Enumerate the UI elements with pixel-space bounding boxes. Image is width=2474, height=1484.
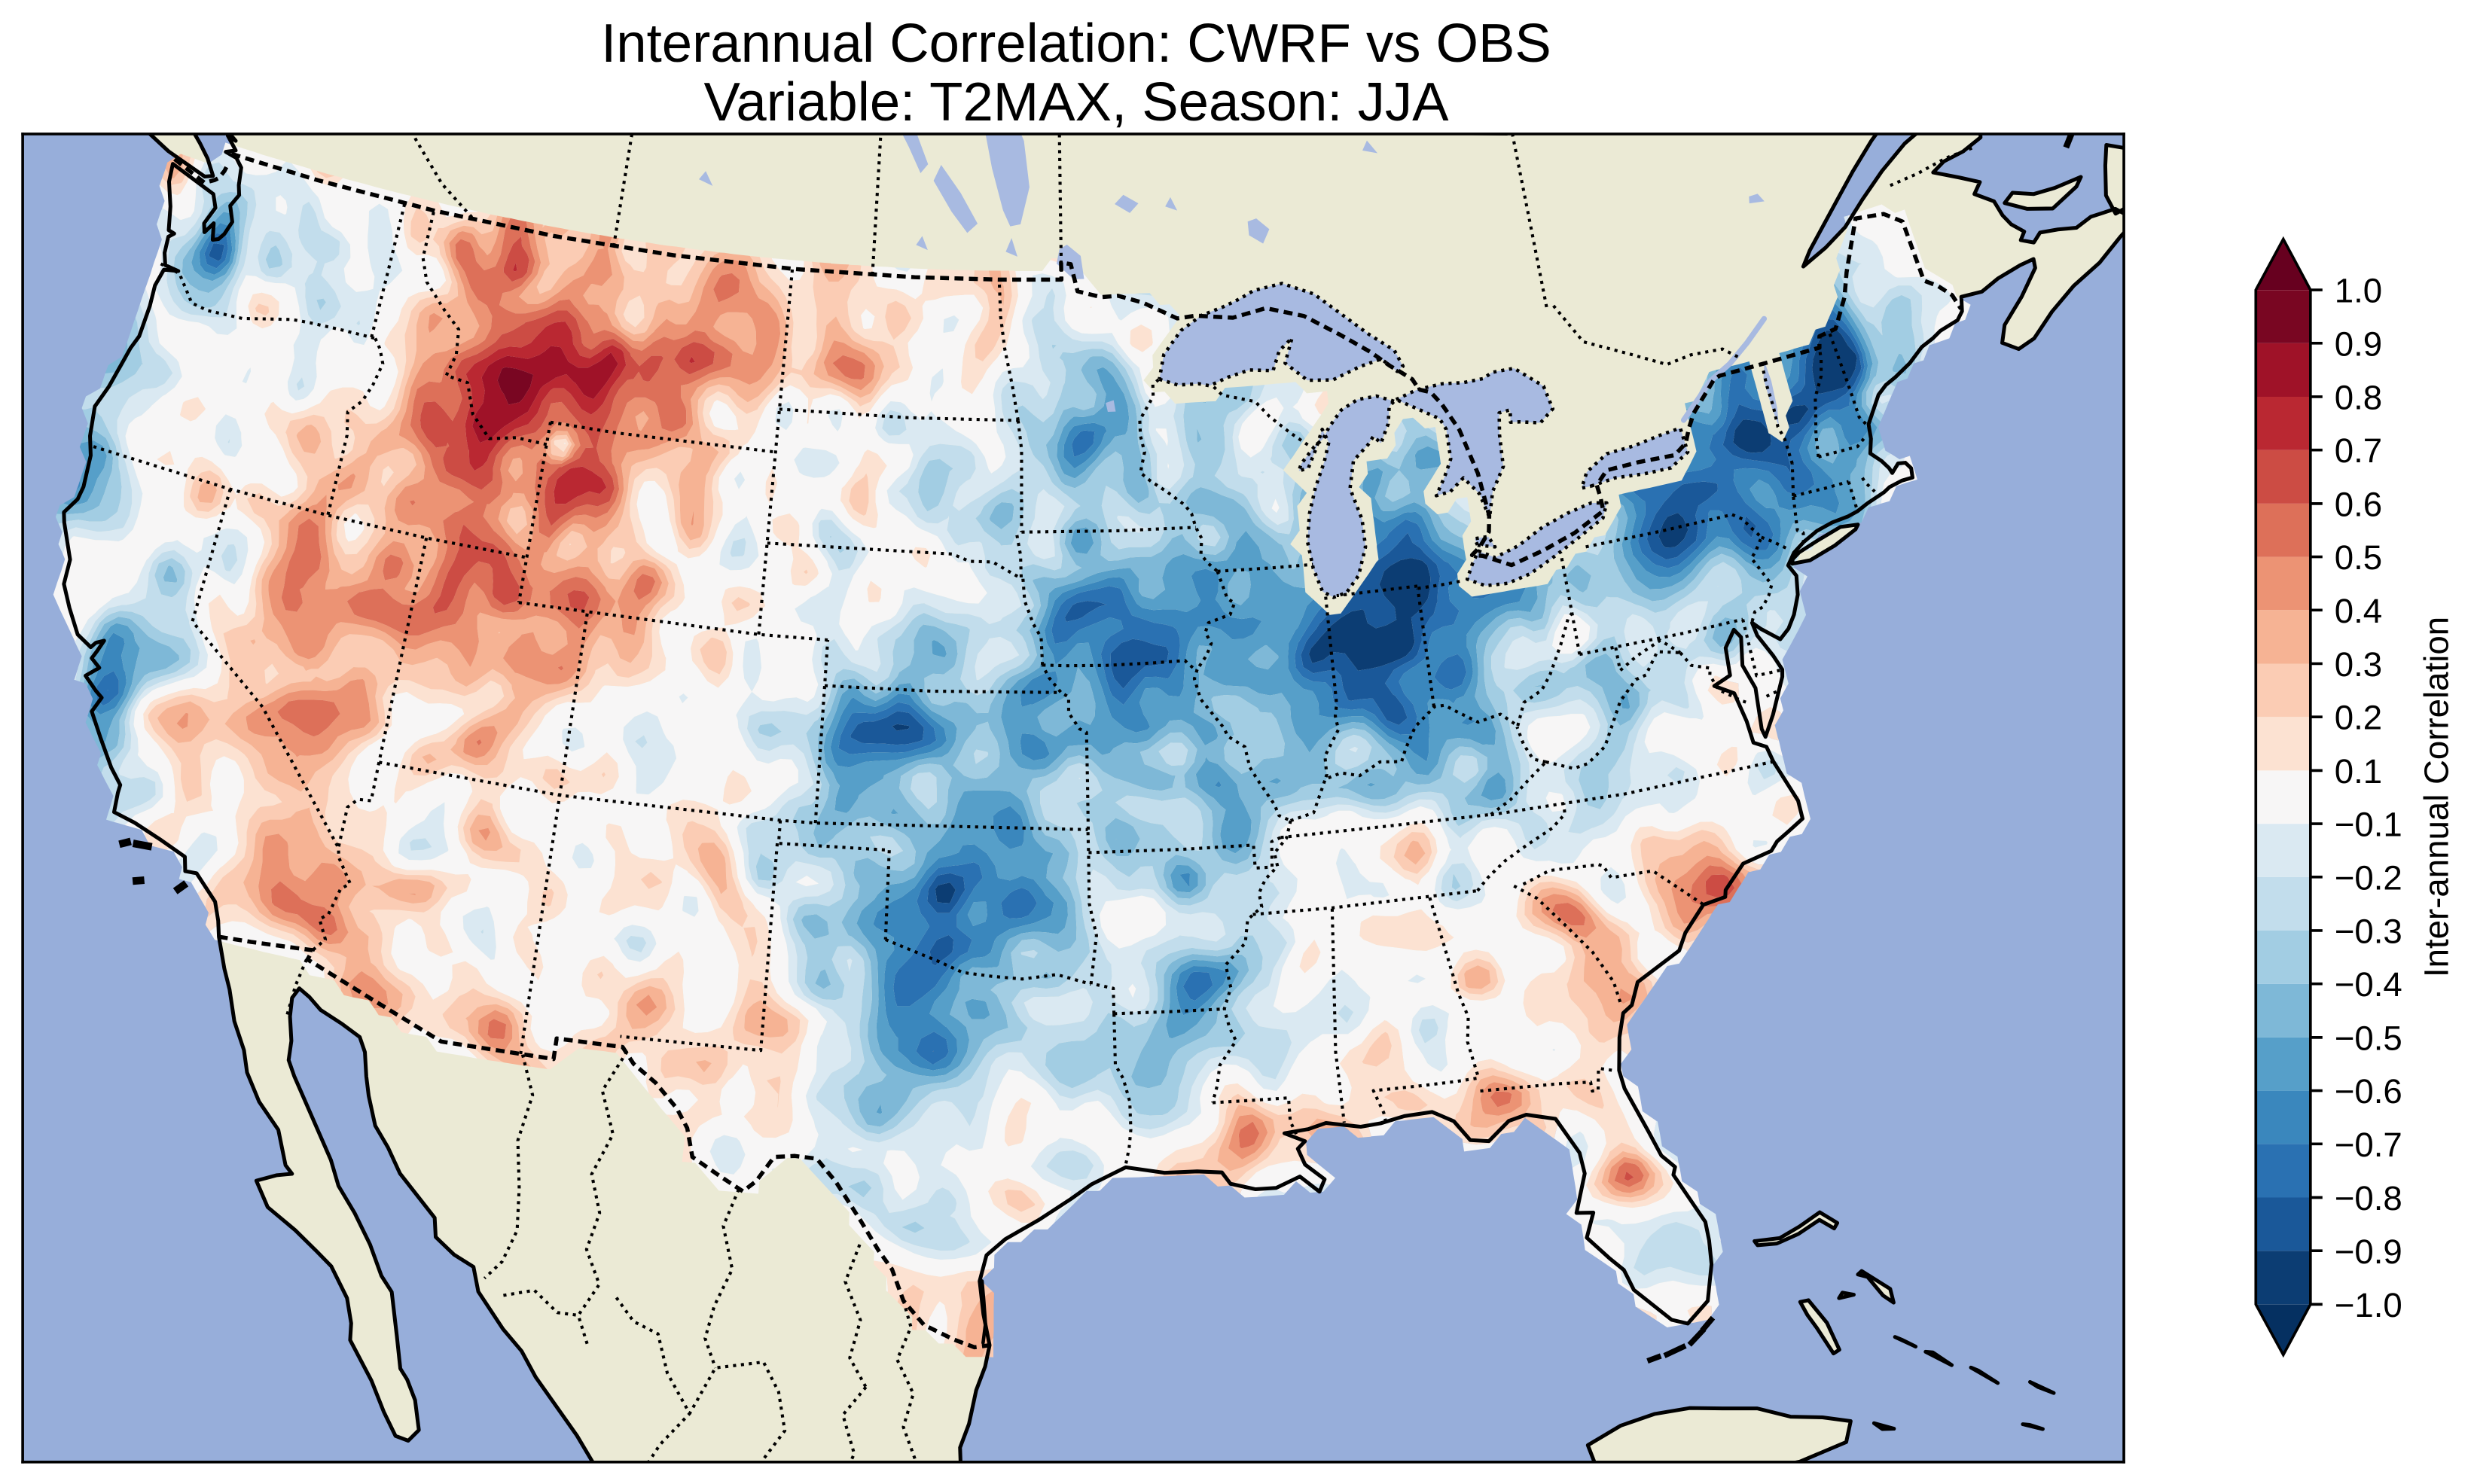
svg-text:−0.9: −0.9 [2335,1233,2402,1271]
svg-text:0.6: 0.6 [2335,485,2382,523]
svg-text:0.5: 0.5 [2335,538,2382,577]
svg-text:−0.7: −0.7 [2335,1126,2402,1164]
svg-text:0.4: 0.4 [2335,592,2382,630]
svg-text:−0.3: −0.3 [2335,912,2402,950]
svg-text:−0.6: −0.6 [2335,1072,2402,1111]
svg-text:0.3: 0.3 [2335,645,2382,684]
svg-text:−0.5: −0.5 [2335,1019,2402,1057]
svg-text:−0.2: −0.2 [2335,859,2402,897]
svg-text:−0.1: −0.1 [2335,806,2402,844]
svg-text:0.2: 0.2 [2335,699,2382,737]
svg-text:Inter-annual Correlation: Inter-annual Correlation [2417,617,2455,977]
svg-text:Variable: T2MAX, Season: JJA: Variable: T2MAX, Season: JJA [703,72,1449,133]
svg-text:−0.8: −0.8 [2335,1179,2402,1217]
svg-text:0.7: 0.7 [2335,431,2382,470]
svg-text:0.1: 0.1 [2335,752,2382,791]
svg-text:Interannual Correlation: CWRF: Interannual Correlation: CWRF vs OBS [601,13,1551,74]
svg-text:1.0: 1.0 [2335,271,2382,309]
svg-text:−1.0: −1.0 [2335,1286,2402,1324]
svg-text:0.8: 0.8 [2335,378,2382,416]
svg-text:0.9: 0.9 [2335,325,2382,364]
svg-text:−0.4: −0.4 [2335,965,2402,1004]
